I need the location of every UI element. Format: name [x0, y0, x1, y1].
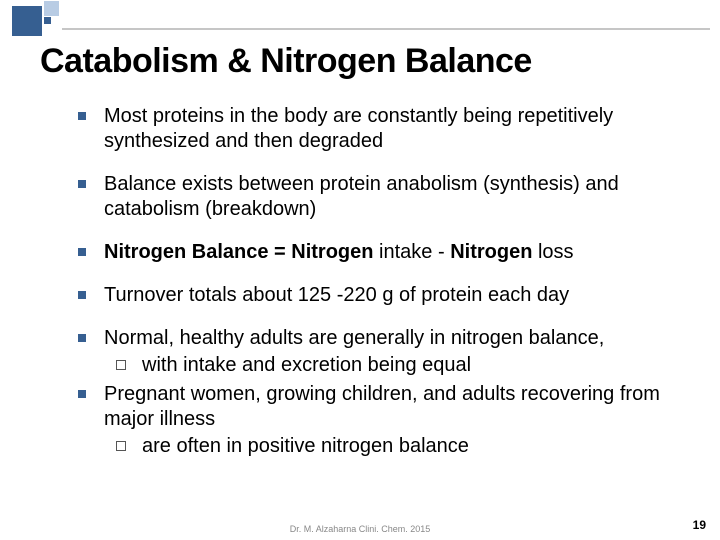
formula-text: loss	[532, 241, 573, 263]
page-number: 19	[693, 518, 706, 532]
formula-bold: Nitrogen	[450, 241, 532, 263]
decor-square-medium	[44, 1, 59, 16]
bullet-item-formula: Nitrogen Balance = Nitrogen intake - Nit…	[64, 240, 664, 265]
sub-bullet-item: are often in positive nitrogen balance	[64, 434, 664, 459]
decor-square-small	[44, 17, 51, 24]
bullet-item: Turnover totals about 125 -220 g of prot…	[64, 283, 664, 308]
bullet-item: Balance exists between protein anabolism…	[64, 172, 664, 222]
decor-square-large	[12, 6, 42, 36]
formula-text: intake -	[374, 241, 451, 263]
bullet-item: Normal, healthy adults are generally in …	[64, 326, 664, 351]
decor-rule	[62, 28, 710, 30]
sub-bullet-item: with intake and excretion being equal	[64, 353, 664, 378]
footer-text: Dr. M. Alzaharna Clini. Chem. 2015	[0, 524, 720, 534]
slide-container: Catabolism & Nitrogen Balance Most prote…	[0, 0, 720, 540]
slide-content: Most proteins in the body are constantly…	[64, 104, 664, 463]
bullet-item: Pregnant women, growing children, and ad…	[64, 382, 664, 432]
bullet-item: Most proteins in the body are constantly…	[64, 104, 664, 154]
formula-bold: Nitrogen Balance = Nitrogen	[104, 241, 374, 263]
slide-title: Catabolism & Nitrogen Balance	[40, 42, 532, 81]
header-decoration	[0, 0, 720, 36]
